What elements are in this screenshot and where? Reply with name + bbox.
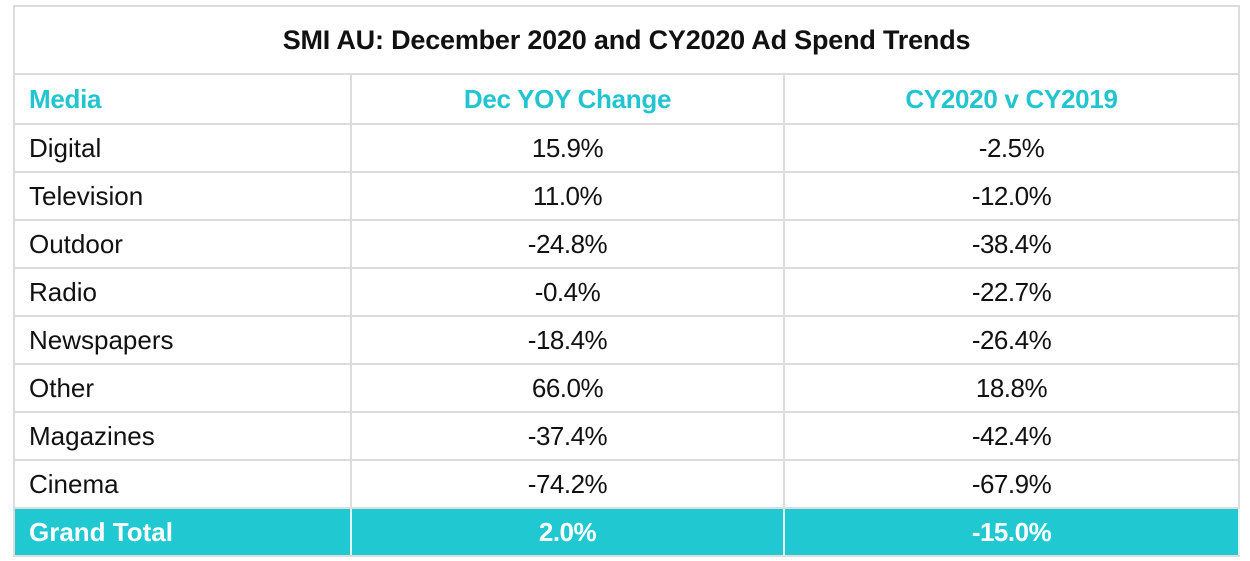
- table-row: Digital 15.9% -2.5%: [13, 123, 1241, 173]
- media-cell: Outdoor: [13, 219, 352, 269]
- title-row: SMI AU: December 2020 and CY2020 Ad Spen…: [12, 5, 1241, 75]
- ad-spend-table: SMI AU: December 2020 and CY2020 Ad Spen…: [12, 5, 1241, 557]
- dec-yoy-cell: 11.0%: [350, 171, 785, 221]
- table-row: Other 66.0% 18.8%: [13, 363, 1241, 413]
- column-header-cy-change: CY2020 v CY2019: [782, 73, 1241, 125]
- media-cell: Digital: [13, 123, 352, 173]
- grand-total-label: Grand Total: [13, 507, 352, 557]
- dec-yoy-cell: -24.8%: [350, 219, 785, 269]
- media-cell: Cinema: [13, 459, 352, 509]
- table-row: Cinema -74.2% -67.9%: [13, 459, 1241, 509]
- media-cell: Other: [13, 363, 352, 413]
- table-row: Newspapers -18.4% -26.4%: [13, 315, 1241, 365]
- dec-yoy-cell: 66.0%: [350, 363, 785, 413]
- grand-total-cy-change: -15.0%: [782, 507, 1241, 557]
- media-cell: Magazines: [13, 411, 352, 461]
- cy-change-cell: -42.4%: [782, 411, 1241, 461]
- table-row: Magazines -37.4% -42.4%: [13, 411, 1241, 461]
- cy-change-cell: -2.5%: [782, 123, 1241, 173]
- column-header-dec-yoy: Dec YOY Change: [350, 73, 785, 125]
- table-row: Television 11.0% -12.0%: [13, 171, 1241, 221]
- cy-change-cell: -67.9%: [782, 459, 1241, 509]
- table-row: Radio -0.4% -22.7%: [13, 267, 1241, 317]
- dec-yoy-cell: 15.9%: [350, 123, 785, 173]
- cy-change-cell: -22.7%: [782, 267, 1241, 317]
- dec-yoy-cell: -18.4%: [350, 315, 785, 365]
- table-row: Outdoor -24.8% -38.4%: [13, 219, 1241, 269]
- cy-change-cell: -12.0%: [782, 171, 1241, 221]
- cy-change-cell: 18.8%: [782, 363, 1241, 413]
- table-title: SMI AU: December 2020 and CY2020 Ad Spen…: [12, 5, 1241, 75]
- dec-yoy-cell: -0.4%: [350, 267, 785, 317]
- media-cell: Television: [13, 171, 352, 221]
- column-header-media: Media: [13, 73, 352, 125]
- media-cell: Radio: [13, 267, 352, 317]
- header-row: Media Dec YOY Change CY2020 v CY2019: [13, 73, 1241, 125]
- grand-total-row: Grand Total 2.0% -15.0%: [13, 507, 1241, 557]
- cy-change-cell: -38.4%: [782, 219, 1241, 269]
- dec-yoy-cell: -74.2%: [350, 459, 785, 509]
- grand-total-dec-yoy: 2.0%: [350, 507, 785, 557]
- cy-change-cell: -26.4%: [782, 315, 1241, 365]
- dec-yoy-cell: -37.4%: [350, 411, 785, 461]
- media-cell: Newspapers: [13, 315, 352, 365]
